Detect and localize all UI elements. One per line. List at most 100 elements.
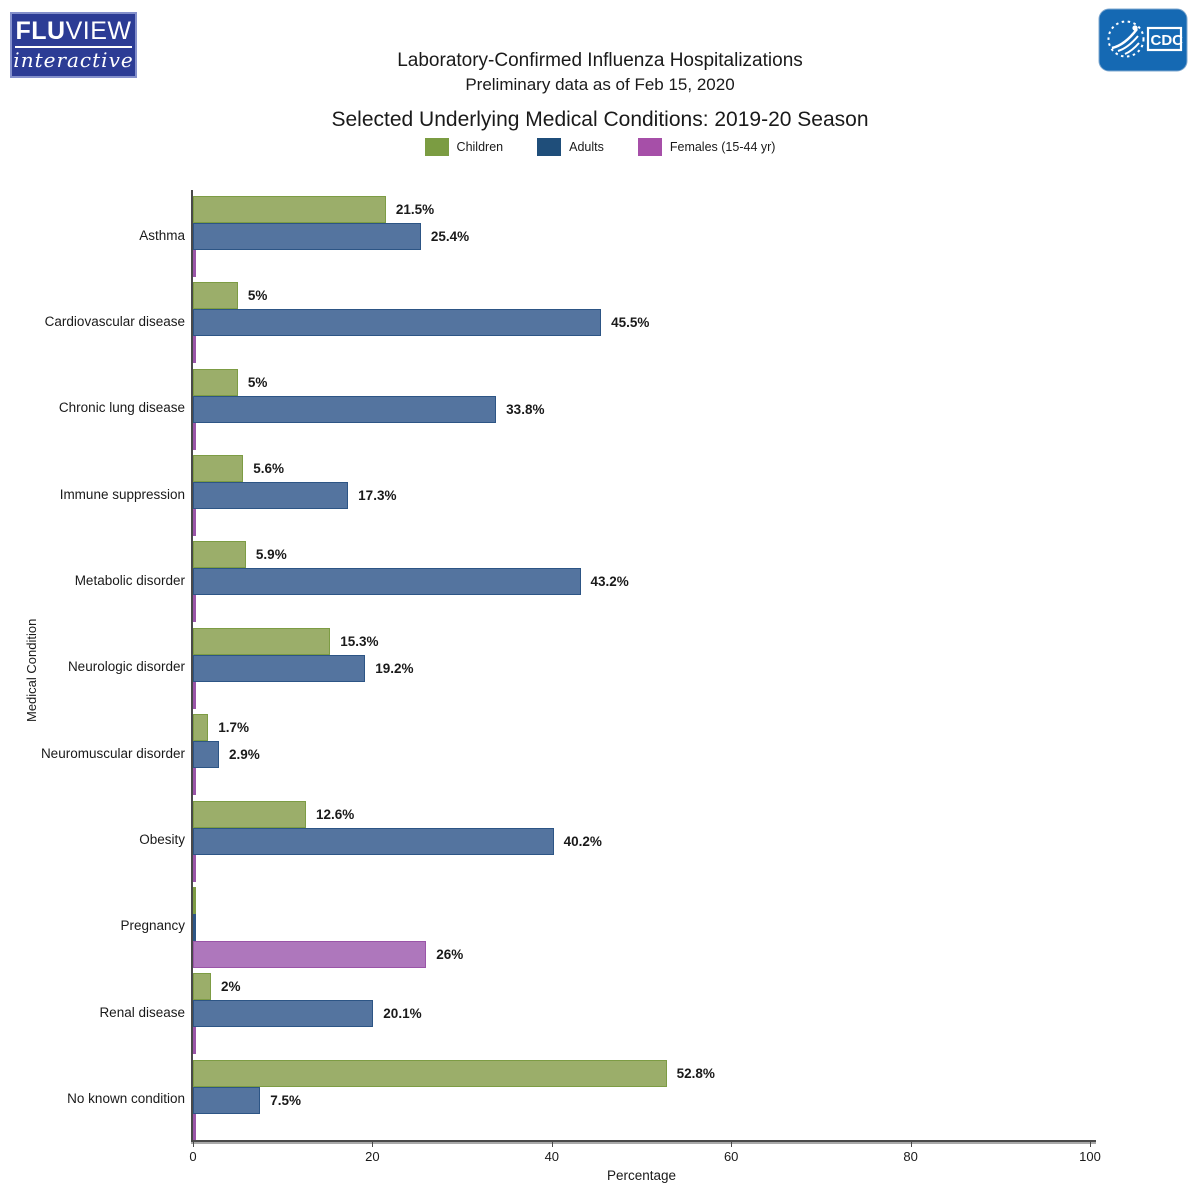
legend-item-children: Children [424, 138, 504, 156]
bar-females-no-known-condition [193, 1113, 196, 1141]
legend-item-females: Females (15-44 yr) [637, 138, 776, 156]
bar-adults-obesity [193, 827, 554, 855]
bar-children-neurologic-disorder [193, 627, 331, 655]
legend-label-females: Females (15-44 yr) [669, 140, 776, 154]
fluview-logo-word-bold: FLU [15, 16, 66, 45]
bar-females-neurologic-disorder [193, 681, 196, 709]
category-label-neuromuscular-disorder: Neuromuscular disorder [40, 745, 185, 761]
legend-swatch-females [637, 138, 662, 156]
bar-children-obesity [193, 800, 307, 828]
x-axis-line [191, 1140, 1096, 1142]
chart-subtitle: Preliminary data as of Feb 15, 2020 [465, 75, 735, 94]
legend-item-adults: Adults [537, 138, 604, 156]
value-label-adults-neurologic-disorder: 19.2% [375, 660, 414, 676]
value-label-adults-obesity: 40.2% [563, 833, 602, 849]
bar-females-neuromuscular-disorder [193, 768, 196, 796]
bar-females-metabolic-disorder [193, 595, 196, 623]
bar-children-renal-disease [193, 973, 211, 1001]
value-label-females-pregnancy: 26% [436, 946, 464, 962]
value-label-adults-asthma: 25.4% [430, 229, 470, 244]
bar-adults-neuromuscular-disorder [193, 741, 219, 769]
bar-adults-immune-suppression [193, 482, 349, 510]
category-label-pregnancy: Pregnancy [120, 918, 185, 934]
bar-females-pregnancy [193, 940, 427, 968]
category-label-obesity: Obesity [139, 832, 185, 848]
value-label-adults-chronic-lung-disease: 33.8% [506, 401, 545, 417]
bar-adults-neurologic-disorder [193, 654, 366, 682]
cdc-logo[interactable]: CDC [1098, 8, 1188, 77]
x-tick-label-40: 40 [544, 1149, 560, 1164]
category-label-metabolic-disorder: Metabolic disorder [74, 572, 185, 588]
value-label-adults-immune-suppression: 17.3% [358, 488, 397, 504]
value-label-children-cardiovascular-disease: 5% [247, 288, 268, 304]
fluview-logo[interactable]: FLUVIEW interactive [10, 12, 137, 78]
legend-swatch-adults [537, 138, 562, 156]
bar-adults-renal-disease [193, 1000, 374, 1028]
bar-children-asthma [193, 196, 386, 223]
bar-females-asthma [193, 250, 196, 277]
category-label-chronic-lung-disease: Chronic lung disease [58, 400, 185, 416]
value-label-children-immune-suppression: 5.6% [253, 461, 284, 477]
value-label-adults-neuromuscular-disorder: 2.9% [229, 747, 260, 763]
fluview-logo-word-rest: VIEW [65, 16, 132, 45]
bar-females-chronic-lung-disease [193, 422, 196, 450]
value-label-children-chronic-lung-disease: 5% [247, 374, 268, 390]
bar-females-obesity [193, 854, 196, 882]
value-label-children-no-known-condition: 52.8% [676, 1065, 715, 1081]
bar-children-no-known-condition [193, 1059, 667, 1087]
x-tick-label-0: 0 [189, 1149, 197, 1164]
bar-females-immune-suppression [193, 509, 196, 537]
category-label-cardiovascular-disease: Cardiovascular disease [44, 313, 185, 329]
value-label-adults-renal-disease: 20.1% [383, 1006, 422, 1022]
bar-children-cardiovascular-disease [193, 282, 238, 310]
value-label-children-neuromuscular-disorder: 1.7% [218, 720, 250, 736]
legend-label-children: Children [456, 140, 504, 154]
bar-children-pregnancy [193, 886, 196, 914]
bar-females-renal-disease [193, 1027, 196, 1055]
category-label-neurologic-disorder: Neurologic disorder [67, 659, 185, 675]
bar-adults-no-known-condition [193, 1086, 261, 1114]
bar-adults-cardiovascular-disease [193, 309, 602, 337]
category-label-renal-disease: Renal disease [99, 1004, 185, 1020]
bar-adults-asthma [193, 223, 421, 250]
cdc-logo-graphic: CDC [1098, 8, 1188, 72]
x-tick-mark-0 [193, 1142, 194, 1147]
bar-children-immune-suppression [193, 455, 244, 483]
legend: Children Adults Females (15-44 yr) [0, 138, 1200, 156]
value-label-adults-metabolic-disorder: 43.2% [590, 574, 629, 590]
x-tick-mark-80 [910, 1142, 912, 1147]
x-axis-shadow [191, 1142, 1096, 1144]
legend-label-adults: Adults [569, 140, 604, 154]
x-tick-label-60: 60 [723, 1149, 739, 1164]
y-axis-line [191, 190, 193, 1144]
y-axis-title: Medical Condition [24, 618, 39, 722]
fluview-logo-wordmark: FLUVIEW [15, 16, 132, 48]
legend-swatch-children [424, 138, 449, 156]
bar-children-metabolic-disorder [193, 541, 246, 569]
category-label-immune-suppression: Immune suppression [59, 486, 185, 502]
value-label-children-asthma: 21.5% [395, 202, 435, 217]
x-tick-mark-20 [372, 1142, 374, 1147]
x-tick-label-20: 20 [365, 1149, 380, 1164]
bar-females-cardiovascular-disease [193, 336, 196, 364]
value-label-children-metabolic-disorder: 5.9% [255, 547, 287, 563]
category-label-no-known-condition: No known condition [67, 1091, 185, 1107]
x-tick-mark-60 [731, 1142, 733, 1147]
bar-children-chronic-lung-disease [193, 368, 238, 396]
bar-children-neuromuscular-disorder [193, 714, 209, 742]
value-label-children-neurologic-disorder: 15.3% [340, 633, 379, 649]
value-label-adults-cardiovascular-disease: 45.5% [611, 315, 650, 331]
value-label-children-obesity: 12.6% [316, 806, 355, 822]
hhs-eagle-swoosh-icon [1111, 28, 1138, 50]
bar-adults-chronic-lung-disease [193, 395, 497, 423]
x-tick-label-100: 100 [1079, 1149, 1101, 1164]
x-tick-label-80: 80 [903, 1149, 918, 1164]
value-label-children-renal-disease: 2% [220, 979, 241, 995]
bar-adults-metabolic-disorder [193, 568, 581, 596]
x-tick-mark-100 [1090, 1142, 1091, 1147]
bar-adults-pregnancy [193, 913, 196, 941]
x-axis-title: Percentage [606, 1168, 677, 1183]
hhs-eagle-circle-icon [1107, 20, 1145, 58]
chart-title: Laboratory-Confirmed Influenza Hospitali… [397, 50, 803, 71]
